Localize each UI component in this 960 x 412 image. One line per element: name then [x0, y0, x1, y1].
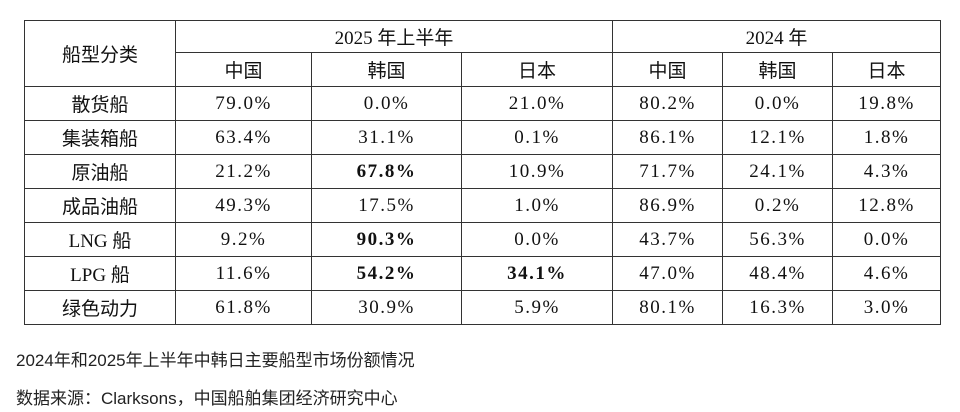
ship-type: 成品油船 [24, 188, 176, 223]
share-cell: 43.7% [612, 222, 723, 257]
share-cell: 63.4% [175, 120, 312, 155]
data-row: 散货船 79.0% 0.0% 21.0% 80.2% 0.0% 19.8% [24, 86, 941, 121]
share-cell: 47.0% [612, 256, 723, 291]
share-cell: 30.9% [311, 290, 462, 325]
share-cell: 71.7% [612, 154, 723, 189]
share-cell: 0.0% [461, 222, 613, 257]
share-cell: 5.9% [461, 290, 613, 325]
share-cell: 54.2% [311, 256, 462, 291]
share-cell: 17.5% [311, 188, 462, 223]
share-cell: 16.3% [722, 290, 833, 325]
share-cell: 90.3% [311, 222, 462, 257]
share-cell: 0.2% [722, 188, 833, 223]
country-header: 日本 [832, 52, 941, 87]
share-cell: 1.8% [832, 120, 941, 155]
share-cell: 21.0% [461, 86, 613, 121]
share-cell: 34.1% [461, 256, 613, 291]
data-row: 原油船 21.2% 67.8% 10.9% 71.7% 24.1% 4.3% [24, 154, 941, 189]
share-cell: 56.3% [722, 222, 833, 257]
share-cell: 12.8% [832, 188, 941, 223]
share-cell: 0.0% [832, 222, 941, 257]
share-cell: 10.9% [461, 154, 613, 189]
country-header: 中国 [175, 52, 312, 87]
country-header: 韩国 [311, 52, 462, 87]
share-cell: 86.1% [612, 120, 723, 155]
share-cell: 4.3% [832, 154, 941, 189]
share-cell: 31.1% [311, 120, 462, 155]
country-header: 韩国 [722, 52, 833, 87]
country-header: 中国 [612, 52, 723, 87]
share-cell: 0.1% [461, 120, 613, 155]
share-cell: 3.0% [832, 290, 941, 325]
share-cell: 48.4% [722, 256, 833, 291]
data-row: 绿色动力 61.8% 30.9% 5.9% 80.1% 16.3% 3.0% [24, 290, 941, 325]
share-cell: 24.1% [722, 154, 833, 189]
share-cell: 21.2% [175, 154, 312, 189]
category-header: 船型分类 [24, 20, 176, 87]
data-row: LPG 船 11.6% 54.2% 34.1% 47.0% 48.4% 4.6% [24, 256, 941, 291]
share-cell: 61.8% [175, 290, 312, 325]
data-row: LNG 船 9.2% 90.3% 0.0% 43.7% 56.3% 0.0% [24, 222, 941, 257]
data-row: 成品油船 49.3% 17.5% 1.0% 86.9% 0.2% 12.8% [24, 188, 941, 223]
share-cell: 79.0% [175, 86, 312, 121]
share-cell: 1.0% [461, 188, 613, 223]
share-cell: 49.3% [175, 188, 312, 223]
group-header: 2025 年上半年 [175, 20, 613, 53]
share-cell: 80.2% [612, 86, 723, 121]
share-cell: 0.0% [311, 86, 462, 121]
country-header: 日本 [461, 52, 613, 87]
ship-type: 集装箱船 [24, 120, 176, 155]
share-cell: 4.6% [832, 256, 941, 291]
source: 数据来源：Clarksons，中国船舶集团经济研究中心 [16, 389, 398, 408]
table-header: 船型分类 2025 年上半年 2024 年中国 韩国 日本 中国 韩国 日本 [24, 20, 941, 87]
data-row: 集装箱船 63.4% 31.1% 0.1% 86.1% 12.1% 1.8% [24, 120, 941, 155]
ship-type: 散货船 [24, 86, 176, 121]
ship-type: LNG 船 [24, 222, 176, 257]
subheader-row: 中国 韩国 日本 中国 韩国 日本 [25, 52, 941, 87]
share-cell: 0.0% [722, 86, 833, 121]
share-cell: 19.8% [832, 86, 941, 121]
share-cell: 67.8% [311, 154, 462, 189]
share-cell: 9.2% [175, 222, 312, 257]
ship-type: LPG 船 [24, 256, 176, 291]
share-table: 船型分类 2025 年上半年 2024 年中国 韩国 日本 中国 韩国 日本 散货船 79.0%… [24, 20, 941, 325]
header-row: 船型分类 2025 年上半年 2024 年 [24, 20, 941, 87]
group-header: 2024 年 [612, 20, 941, 53]
table-body: 散货船 79.0% 0.0% 21.0% 80.2% 0.0% 19.8% 集装箱船 63.4%… [24, 86, 941, 325]
share-cell: 80.1% [612, 290, 723, 325]
ship-type: 原油船 [24, 154, 176, 189]
share-cell: 11.6% [175, 256, 312, 291]
ship-type: 绿色动力 [24, 290, 176, 325]
caption: 2024年和2025年上半年中韩日主要船型市场份额情况 [16, 351, 415, 370]
share-cell: 12.1% [722, 120, 833, 155]
share-cell: 86.9% [612, 188, 723, 223]
